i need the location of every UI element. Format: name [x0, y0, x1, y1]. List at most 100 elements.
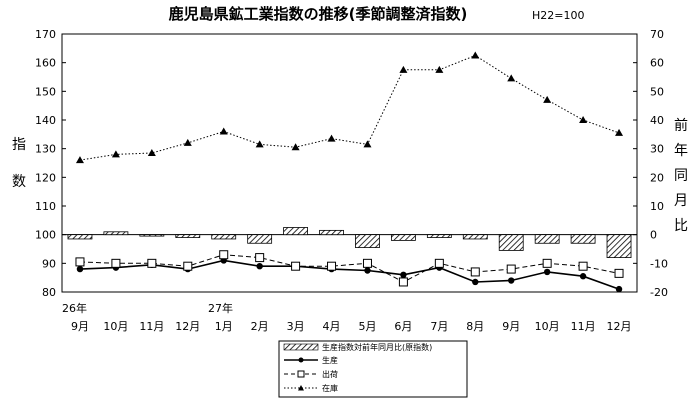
left-tick-label: 140 [35, 114, 56, 127]
shipment-point [506, 264, 516, 274]
left-tick-label: 100 [35, 229, 56, 242]
left-tick-label: 170 [35, 28, 56, 41]
yoy-bar [103, 231, 129, 236]
yoy-bar [498, 234, 524, 251]
x-tick-label: 6月 [394, 320, 412, 333]
right-tick-label: -10 [650, 257, 668, 270]
yoy-bar [247, 234, 273, 244]
right-axis-label-char-1: 前 [674, 117, 688, 134]
yoy-bar [426, 234, 452, 238]
base-note: H22=100 [532, 9, 584, 22]
right-tick-label: 30 [650, 143, 664, 156]
left-axis-label-char-1: 指 [12, 137, 26, 153]
shipment-point [219, 250, 229, 260]
x-tick-label: 2月 [251, 320, 269, 333]
left-tick-label: 120 [35, 171, 56, 184]
production-point [364, 267, 371, 274]
line-series-group [75, 51, 624, 293]
inventory-point [579, 116, 588, 123]
yoy-bar [534, 234, 560, 244]
plot-area-frame [61, 33, 638, 293]
shipment-point [542, 258, 552, 268]
inventory-point [399, 65, 408, 73]
x-tick-label: 11月 [571, 320, 596, 333]
x-tick-label: 10月 [535, 320, 560, 333]
inventory-point [363, 140, 372, 148]
production-point [508, 277, 515, 284]
legend-inventory-marker [298, 385, 304, 391]
x-tick-label: 5月 [358, 320, 376, 333]
left-tick-label: 90 [42, 257, 56, 270]
year-label-27: 27年 [208, 301, 233, 315]
inventory-point [219, 127, 228, 135]
right-tick-label: 50 [650, 85, 664, 98]
legend-bar-label: 生産指数対前年同月比(原指数) [322, 342, 432, 352]
series-line-circle [79, 259, 620, 290]
x-tick-label: 11月 [139, 320, 164, 333]
x-tick-label: 9月 [71, 320, 89, 333]
chart-title: 鹿児島県鉱工業指数の推移(季節調整済指数) [169, 5, 468, 23]
right-tick-label: 20 [650, 171, 664, 184]
inventory-point [255, 140, 264, 148]
yoy-bar [283, 227, 308, 236]
inventory-point [543, 95, 552, 103]
shipment-point [398, 277, 408, 287]
production-point [256, 263, 263, 270]
inventory-point [291, 143, 300, 151]
inventory-point [111, 150, 120, 158]
yoy-bar [139, 234, 165, 237]
legend-inventory-label: 在庫 [322, 383, 338, 393]
inventory-point [75, 156, 84, 164]
right-tick-label: 40 [650, 114, 664, 127]
shipment-point [470, 267, 480, 277]
right-axis-label-char-2: 年 [674, 143, 688, 159]
yoy-bar [570, 234, 596, 244]
legend-production-label: 生産 [322, 355, 338, 365]
left-tick-label: 110 [35, 200, 56, 213]
shipment-point [434, 258, 444, 268]
left-tick-label: 160 [35, 57, 56, 70]
left-tick-label: 150 [35, 85, 56, 98]
right-axis: -20 -10 0 10 20 30 40 50 60 70 [633, 28, 668, 299]
production-point [400, 271, 407, 278]
left-tick-label: 130 [35, 143, 56, 156]
left-axis: 80 90 100 110 120 130 140 150 160 170 [35, 28, 66, 299]
x-tick-label: 3月 [287, 320, 305, 333]
inventory-point [615, 128, 624, 136]
production-point [615, 285, 623, 293]
yoy-bar [319, 229, 344, 236]
right-tick-label: 70 [650, 28, 664, 41]
right-tick-label: 10 [650, 200, 664, 213]
inventory-point [507, 74, 516, 82]
legend-bar-swatch [283, 343, 319, 351]
shipment-point [578, 261, 588, 271]
x-axis: 9月 10月 11月 12月 1月 2月 3月 4月 5月 6月 7月 8月 9月 10月 11月 12月 [71, 320, 632, 333]
shipment-point [147, 258, 157, 268]
series-line-triangle [79, 54, 620, 161]
series-line-square [79, 254, 620, 283]
shipment-point [614, 268, 624, 278]
shipment-point [327, 261, 337, 271]
x-tick-label: 1月 [215, 320, 233, 333]
year-label-26: 26年 [62, 301, 87, 315]
yoy-bar [355, 234, 380, 248]
right-tick-label: 0 [650, 229, 657, 242]
yoy-bar [175, 234, 201, 238]
bar-series-group [67, 227, 632, 259]
legend-production-marker [298, 357, 304, 363]
x-tick-label: 12月 [175, 320, 200, 333]
shipment-point [362, 258, 372, 268]
shipment-point [255, 253, 265, 263]
inventory-point [147, 148, 156, 156]
legend-shipment-label: 出荷 [322, 369, 338, 379]
shipment-point [291, 261, 301, 271]
left-axis-label-char-2: 数 [12, 174, 26, 190]
legend-shipment-marker [297, 370, 305, 378]
right-tick-label: -20 [650, 286, 668, 299]
left-tick-label: 80 [42, 286, 56, 299]
production-point [472, 278, 479, 286]
legend: 生産指数対前年同月比(原指数) 生産 出荷 在庫 [278, 340, 468, 398]
production-point [543, 268, 551, 276]
production-point [579, 273, 587, 280]
